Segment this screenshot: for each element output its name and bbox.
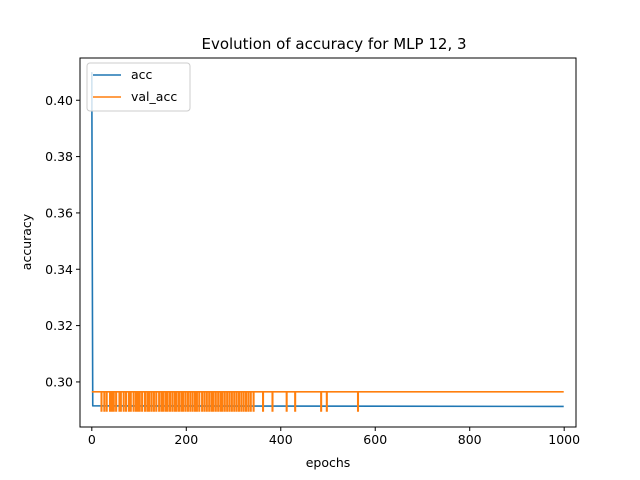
x-tick-label: 200: [174, 432, 198, 447]
legend-label-acc: acc: [131, 67, 153, 82]
chart-title: Evolution of accuracy for MLP 12, 3: [201, 35, 466, 53]
y-tick-label: 0.36: [45, 205, 73, 220]
y-tick-label: 0.34: [45, 262, 73, 277]
x-tick-label: 0: [88, 432, 96, 447]
y-tick-label: 0.32: [45, 318, 73, 333]
plot-frame: [79, 57, 577, 428]
legend: acc val_acc: [86, 62, 191, 112]
y-tick-label: 0.30: [45, 374, 73, 389]
x-axis-title: epochs: [306, 455, 351, 470]
series-layer: [91, 72, 564, 412]
x-tick-label: 400: [269, 432, 293, 447]
plot-area: [80, 58, 576, 427]
y-axis-title: accuracy: [19, 213, 34, 270]
x-tick-label: 800: [458, 432, 482, 447]
y-axis-ticks: 0.30 0.32 0.34 0.36 0.38 0.40: [45, 93, 80, 389]
series-line-val-acc: [91, 390, 564, 412]
x-axis-ticks: 0 200 400 600 800 1000: [88, 427, 580, 447]
x-tick-label: 1000: [548, 432, 580, 447]
x-tick-label: 600: [363, 432, 387, 447]
y-tick-label: 0.40: [45, 93, 73, 108]
legend-label-val-acc: val_acc: [131, 89, 177, 104]
y-tick-label: 0.38: [45, 149, 73, 164]
